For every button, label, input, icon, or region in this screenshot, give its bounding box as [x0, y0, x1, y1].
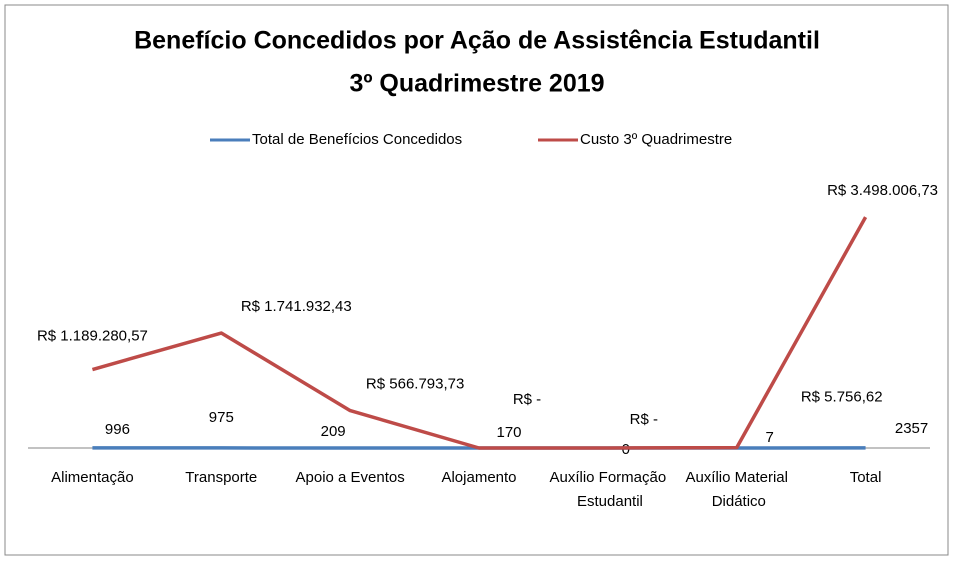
series-line	[91, 216, 868, 450]
data-label: R$ 3.498.006,73	[827, 182, 938, 199]
legend-label: Custo 3º Quadrimestre	[580, 131, 732, 148]
data-label: 2357	[895, 420, 928, 437]
data-label: R$ 566.793,73	[366, 376, 464, 393]
data-label: R$ -	[513, 391, 541, 408]
chart-subtitle: 3º Quadrimestre 2019	[349, 70, 604, 98]
data-label: 996	[105, 421, 130, 438]
data-label: R$ 1.741.932,43	[241, 298, 352, 315]
x-tick-label: Alojamento	[441, 469, 516, 486]
data-label: 170	[496, 424, 521, 441]
x-tick-label: Auxílio Material Didático	[685, 469, 788, 510]
x-tick-label: Transporte	[185, 469, 257, 486]
data-label: 209	[321, 423, 346, 440]
data-label: 975	[209, 409, 234, 426]
legend-label: Total de Benefícios Concedidos	[252, 131, 462, 148]
chart-frame	[4, 4, 949, 556]
x-tick-label: Auxílio Formação Estudantil	[549, 469, 666, 510]
x-tick-label: Alimentação	[51, 469, 134, 486]
data-label: R$ 1.189.280,57	[37, 327, 148, 344]
x-tick-label: Total	[850, 469, 882, 486]
x-tick-label: Apoio a Eventos	[296, 469, 405, 486]
data-label: R$ -	[630, 411, 658, 428]
chart-title: Benefício Concedidos por Ação de Assistê…	[134, 27, 820, 55]
data-label: R$ 5.756,62	[801, 389, 883, 406]
data-label: 7	[766, 429, 774, 446]
